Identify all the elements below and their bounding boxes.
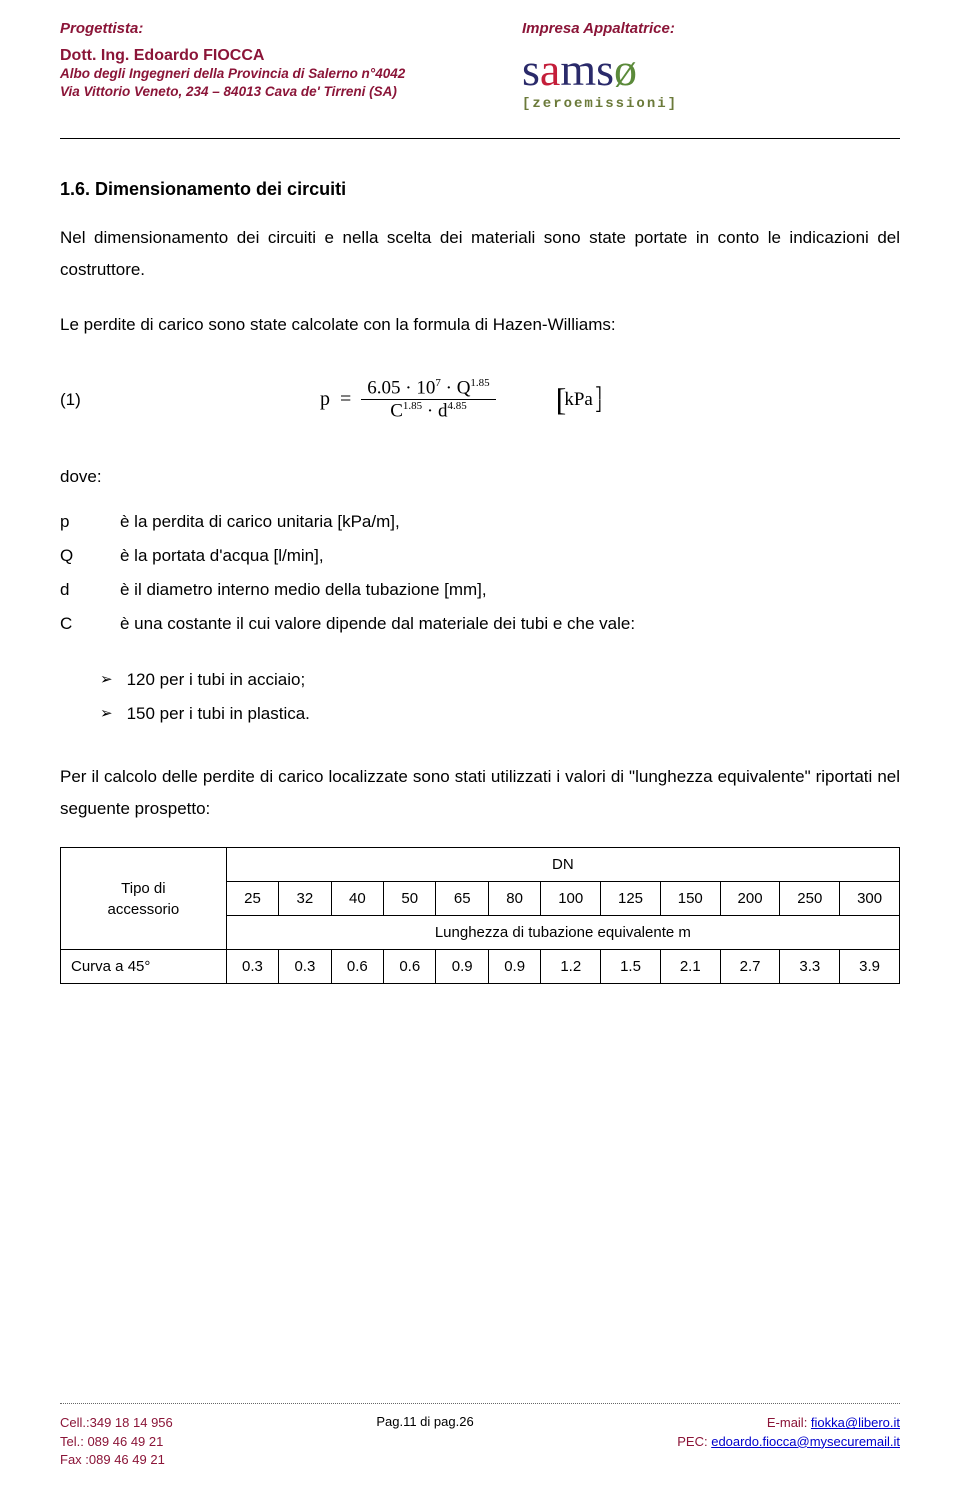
email-link[interactable]: fiokka@libero.it [811,1415,900,1430]
header-right: Impresa Appaltatrice: samsø [zeroemissio… [522,20,900,112]
formula-number: (1) [60,390,200,410]
def-q: Qè la portata d'acqua [l/min], [60,539,900,573]
formula-body: p = 6.05 · 107 · Q1.85 C1.85 · d4.85 [kP… [320,377,602,423]
designer-label: Progettista: [60,20,480,37]
definitions: pè la perdita di carico unitaria [kPa/m]… [60,505,900,641]
bullet-2: ➢150 per i tubi in plastica. [100,697,900,731]
designer-addr: Via Vittorio Veneto, 234 – 84013 Cava de… [60,83,480,101]
footer: Cell.:349 18 14 956 Tel.: 089 46 49 21 F… [60,1403,900,1469]
footer-contact: Cell.:349 18 14 956 Tel.: 089 46 49 21 F… [60,1414,173,1469]
para-1: Nel dimensionamento dei circuiti e nella… [60,222,900,287]
dn-table: Tipo di accessorio DN 25 32 40 50 65 80 … [60,847,900,984]
divider [60,138,900,139]
def-p: pè la perdita di carico unitaria [kPa/m]… [60,505,900,539]
footer-email: E-mail: fiokka@libero.it PEC: edoardo.fi… [677,1414,900,1469]
para-3: Per il calcolo delle perdite di carico l… [60,761,900,826]
formula: (1) p = 6.05 · 107 · Q1.85 C1.85 · d4.85… [60,377,900,423]
sub-header: Lunghezza di tubazione equivalente m [226,916,899,950]
dove-label: dove: [60,467,900,487]
pec-link[interactable]: edoardo.fiocca@mysecuremail.it [711,1434,900,1449]
logo: samsø [zeroemissioni] [522,43,900,112]
def-d: dè il diametro interno medio della tubaz… [60,573,900,607]
data-row: Curva a 45° 0.3 0.3 0.6 0.6 0.9 0.9 1.2 … [61,950,900,984]
table-corner: Tipo di accessorio [61,848,227,950]
contractor-label: Impresa Appaltatrice: [522,20,900,37]
designer-reg: Albo degli Ingegneri della Provincia di … [60,65,480,83]
footer-divider [60,1403,900,1404]
formula-lhs: p [320,388,330,411]
footer-page: Pag.11 di pag.26 [173,1414,677,1469]
bullet-1: ➢120 per i tubi in acciaio; [100,663,900,697]
header-left: Progettista: Dott. Ing. Edoardo FIOCCA A… [60,20,480,112]
logo-tagline: [zeroemissioni] [522,96,900,112]
header: Progettista: Dott. Ing. Edoardo FIOCCA A… [60,20,900,112]
bullet-list: ➢120 per i tubi in acciaio; ➢150 per i t… [100,663,900,731]
designer-name: Dott. Ing. Edoardo FIOCCA [60,47,480,65]
formula-unit: kPa [564,389,593,411]
section-title: 1.6. Dimensionamento dei circuiti [60,179,900,200]
para-2: Le perdite di carico sono state calcolat… [60,309,900,341]
formula-fraction: 6.05 · 107 · Q1.85 C1.85 · d4.85 [361,377,495,423]
dn-header: DN [226,848,899,882]
def-c: Cè una costante il cui valore dipende da… [60,607,900,641]
row-label: Curva a 45° [61,950,227,984]
